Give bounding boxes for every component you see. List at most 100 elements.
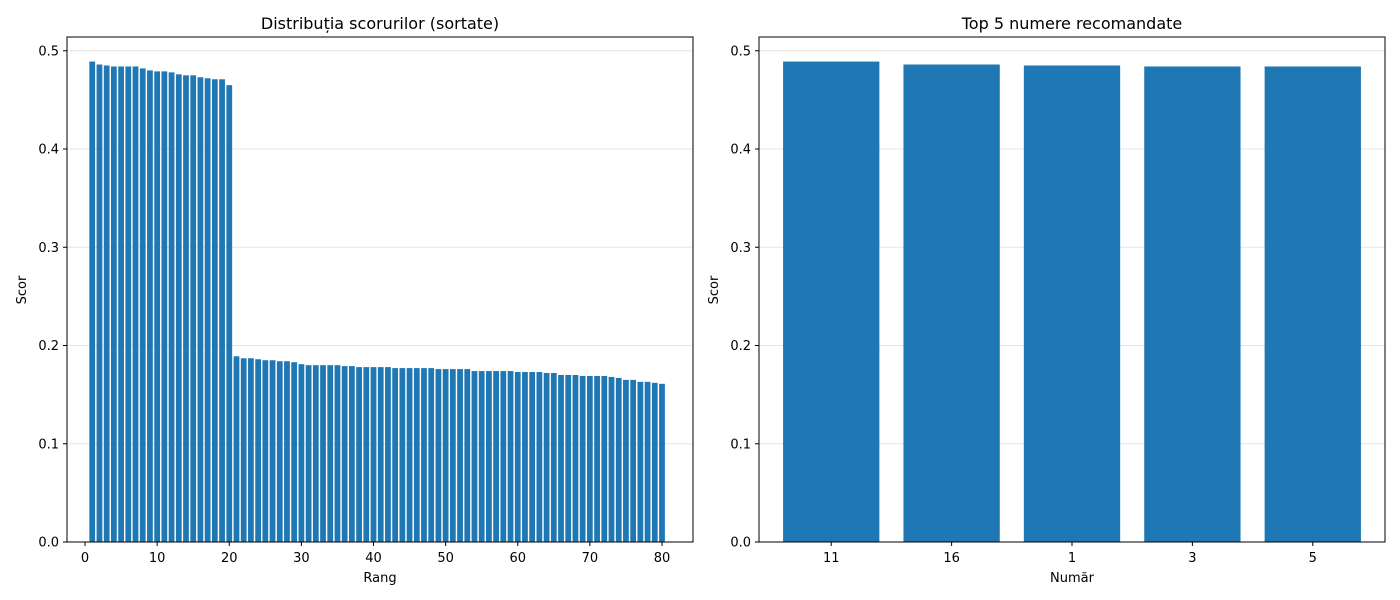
bar <box>421 368 427 542</box>
bar <box>132 66 139 543</box>
bar <box>248 358 254 542</box>
bar <box>550 373 557 542</box>
bar <box>269 360 276 542</box>
y-tick-label: 0.2 <box>38 339 59 354</box>
bar <box>356 367 362 542</box>
bar <box>903 64 1000 542</box>
bar <box>385 367 391 542</box>
y-tick-label: 0.4 <box>38 143 59 158</box>
y-axis-label: Scor <box>707 275 722 304</box>
y-tick-label: 0.3 <box>730 241 751 256</box>
bar <box>449 369 456 542</box>
y-axis-label: Scor <box>15 275 30 304</box>
bar <box>406 368 413 542</box>
chart-title: Distribuția scorurilor (sortate) <box>261 14 499 33</box>
x-axis-label: Număr <box>1050 571 1095 586</box>
x-tick-label: 5 <box>1309 551 1317 566</box>
bar <box>284 361 290 542</box>
bar <box>125 66 132 543</box>
bar <box>327 365 334 542</box>
bar <box>493 371 499 542</box>
bar <box>572 374 579 542</box>
bar <box>276 361 283 542</box>
x-tick-label: 3 <box>1188 551 1196 566</box>
x-tick-label: 40 <box>365 551 382 566</box>
score-distribution-chart: Distribuția scorurilor (sortate) 0 10 20 30… <box>15 14 694 586</box>
bar <box>514 372 521 542</box>
bar <box>262 360 269 542</box>
bar <box>320 365 326 542</box>
bar <box>341 366 348 542</box>
bar <box>486 371 492 542</box>
bar <box>190 75 197 542</box>
y-tick-label: 0.5 <box>38 44 59 59</box>
x-tick-label: 30 <box>293 551 310 566</box>
y-tick-label: 0.1 <box>730 437 751 452</box>
bar <box>1023 65 1121 542</box>
bar <box>579 375 586 542</box>
bar <box>529 372 536 542</box>
bar <box>1264 66 1361 543</box>
bar <box>413 368 420 542</box>
bar <box>543 373 550 542</box>
bar <box>522 372 528 542</box>
bar <box>154 71 161 543</box>
y-axis-ticks: 0.0 0.1 0.2 0.3 0.4 0.5 <box>38 44 67 551</box>
bar <box>651 382 658 542</box>
bar <box>500 371 507 542</box>
bar <box>565 374 572 542</box>
x-tick-label: 70 <box>582 551 599 566</box>
y-tick-label: 0.4 <box>730 143 751 158</box>
bar <box>110 66 117 543</box>
plot-frame <box>66 36 694 543</box>
bar <box>471 371 478 542</box>
bar <box>659 383 665 542</box>
bar <box>435 369 442 542</box>
bar <box>103 65 110 542</box>
bar <box>608 376 615 542</box>
bar <box>601 375 608 542</box>
x-tick-label: 1 <box>1068 551 1076 566</box>
bar <box>298 364 305 542</box>
x-tick-label: 20 <box>221 551 238 566</box>
y-tick-label: 0.5 <box>730 44 751 59</box>
bar <box>464 369 471 542</box>
bar <box>161 71 168 543</box>
x-tick-label: 60 <box>509 551 526 566</box>
bar <box>377 367 384 542</box>
bar <box>623 379 629 542</box>
bar <box>219 79 225 543</box>
bar <box>370 367 377 542</box>
bar <box>392 368 399 542</box>
bar <box>1144 66 1241 543</box>
bar <box>118 66 124 543</box>
bar <box>305 365 312 542</box>
bar <box>139 68 146 542</box>
bar <box>442 369 449 542</box>
bar <box>168 72 175 542</box>
bar <box>457 369 463 542</box>
chart-title: Top 5 numere recomandate <box>961 14 1182 33</box>
x-tick-label: 80 <box>654 551 671 566</box>
bar <box>147 70 153 543</box>
y-tick-label: 0.2 <box>730 339 751 354</box>
bar <box>197 77 204 542</box>
bar <box>312 365 319 542</box>
bar <box>586 375 593 542</box>
bar <box>478 371 485 542</box>
bar <box>291 362 298 542</box>
bar <box>233 356 240 542</box>
bar <box>536 372 543 542</box>
bar <box>204 78 211 543</box>
bar <box>89 61 96 542</box>
bar <box>175 74 182 543</box>
y-tick-label: 0.3 <box>38 241 59 256</box>
x-tick-label: 0 <box>81 551 89 566</box>
bar <box>211 79 218 543</box>
x-axis-ticks: 11 16 1 3 5 <box>823 542 1317 566</box>
top5-numbers-chart: Top 5 numere recomandate 11 16 1 3 5 0.00.10… <box>707 14 1386 586</box>
bar <box>428 368 435 542</box>
bars <box>89 61 665 543</box>
y-tick-label: 0.0 <box>730 536 751 551</box>
